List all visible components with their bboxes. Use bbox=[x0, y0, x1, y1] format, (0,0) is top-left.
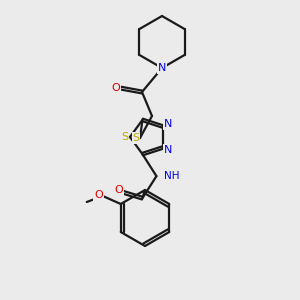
Text: NH: NH bbox=[164, 171, 180, 181]
Text: S: S bbox=[132, 133, 140, 143]
Text: N: N bbox=[164, 145, 173, 154]
Text: O: O bbox=[112, 83, 120, 93]
Text: O: O bbox=[114, 185, 123, 195]
Text: S: S bbox=[122, 132, 129, 142]
Text: O: O bbox=[94, 190, 103, 200]
Text: N: N bbox=[164, 119, 173, 129]
Text: N: N bbox=[158, 63, 166, 73]
